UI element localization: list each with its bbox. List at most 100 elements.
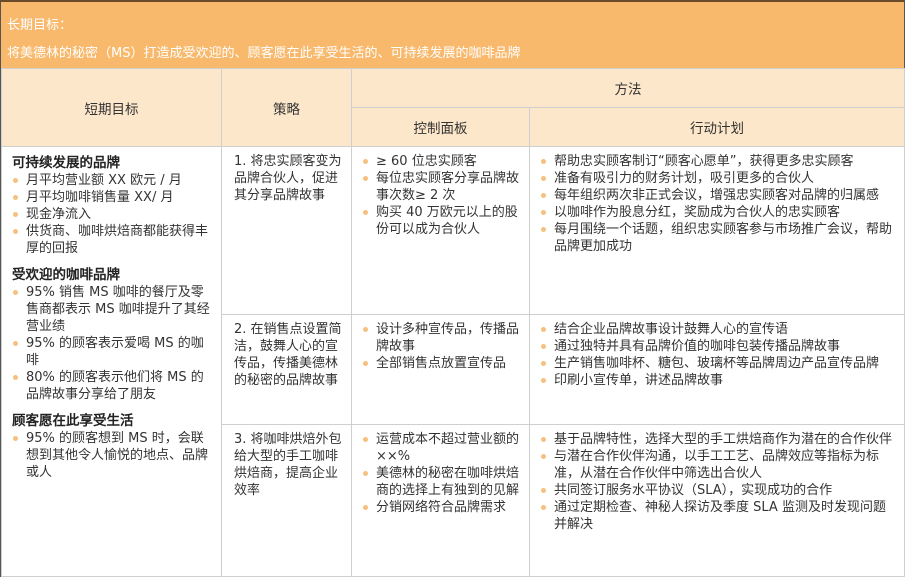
list-item-text: 购买 40 万欧元以上的股份可以成为合伙人: [376, 205, 518, 237]
list-item-text: 每位忠实顾客分享品牌故事次数≥ 2 次: [376, 171, 520, 203]
bullet-icon: [363, 210, 368, 215]
bullet-icon: [13, 212, 18, 217]
long-term-goal-label: 长期目标：: [7, 18, 73, 33]
list-item: 设计多种宣传品，传播品牌故事: [362, 321, 521, 355]
bullet-icon: [13, 436, 18, 441]
long-term-goal-banner: 长期目标： 将美德林的秘密（MS）打造成受欢迎的、顾客愿在此享受生活的、可持续发…: [1, 2, 904, 68]
list-item: 通过独特并具有品牌价值的咖啡包装传播品牌故事: [540, 338, 896, 355]
list-item: 生产销售咖啡杯、糖包、玻璃杯等品牌周边产品宣传品牌: [540, 355, 896, 372]
list-item: ≥ 60 位忠实顾客: [362, 153, 521, 170]
list-item-text: 分销网络符合品牌需求: [376, 500, 507, 515]
bullet-icon: [363, 327, 368, 332]
dashboard-cell: 运营成本不超过营业额的 ××% 美德林的秘密在咖啡烘焙商的选择上有独到的见解分销网…: [351, 424, 530, 577]
bullet-icon: [13, 375, 18, 380]
list-item: 现金净流入: [12, 206, 213, 223]
plan-table: 短期目标 策略 方法 控制面板 行动计划 可持续发展的品牌 月平均营业额 XX 欧…: [1, 68, 905, 577]
bullet-icon: [363, 361, 368, 366]
list-item-text: 基于品牌特性，选择大型的手工烘焙商作为潜在的合作伙伴: [554, 432, 893, 447]
header-short-term: 短期目标: [1, 68, 222, 147]
bullet-icon: [363, 176, 368, 181]
header-method: 方法: [351, 68, 905, 108]
list-item: 结合企业品牌故事设计鼓舞人心的宣传语: [540, 321, 896, 338]
bullet-list: 帮助忠实顾客制订“顾客心愿单”，获得更多忠实顾客 准备有吸引力的财务计划，吸引更多…: [540, 153, 896, 255]
list-item: 印刷小宣传单，讲述品牌故事: [540, 372, 896, 389]
bullet-icon: [541, 378, 546, 383]
bullet-icon: [13, 341, 18, 346]
list-item: 美德林的秘密在咖啡烘焙商的选择上有独到的见解: [362, 465, 521, 499]
list-item-text: 生产销售咖啡杯、糖包、玻璃杯等品牌周边产品宣传品牌: [554, 356, 880, 371]
list-item: 供货商、咖啡烘焙商都能获得丰厚的回报: [12, 223, 213, 257]
list-item-text: ≥ 60 位忠实顾客: [376, 154, 477, 169]
list-item-text: 设计多种宣传品，传播品牌故事: [376, 322, 520, 354]
list-item: 购买 40 万欧元以上的股份可以成为合伙人: [362, 204, 521, 238]
bullet-list: 月平均营业额 XX 欧元 / 月月平均咖啡销售量 XX/ 月现金净流入供货商、咖…: [12, 172, 213, 257]
bullet-icon: [363, 159, 368, 164]
bullet-icon: [541, 437, 546, 442]
list-item: 与潜在合作伙伴沟通，以手工工艺、品牌效应等指标为标准，从潜在合作伙伴中筛选出合伙…: [540, 448, 896, 482]
goal-group-title: 可持续发展的品牌: [12, 155, 120, 171]
list-item-text: 供货商、咖啡烘焙商都能获得丰厚的回报: [26, 224, 209, 256]
list-item-text: 帮助忠实顾客制订“顾客心愿单”，获得更多忠实顾客: [554, 154, 854, 169]
list-item-text: 全部销售点放置宣传品: [376, 356, 507, 371]
strategy-cell: 3. 将咖啡烘焙外包给大型的手工咖啡烘焙商，提高企业效率: [221, 424, 352, 577]
action-plan-cell: 结合企业品牌故事设计鼓舞人心的宣传语通过独特并具有品牌价值的咖啡包装传播品牌故事…: [529, 314, 905, 425]
list-item-text: 结合企业品牌故事设计鼓舞人心的宣传语: [554, 322, 789, 337]
bullet-icon: [541, 193, 546, 198]
list-item: 月平均营业额 XX 欧元 / 月: [12, 172, 213, 189]
bullet-icon: [541, 361, 546, 366]
list-item: 共同签订服务水平协议（SLA），实现成功的合作: [540, 482, 896, 499]
bullet-list: 基于品牌特性，选择大型的手工烘焙商作为潜在的合作伙伴与潜在合作伙伴沟通，以手工工…: [540, 431, 896, 533]
list-item-text: 通过定期检查、神秘人探访及季度 SLA 监测及时发现问题并解决: [554, 500, 886, 532]
list-item: 运营成本不超过营业额的 ××%: [362, 431, 521, 465]
bullet-icon: [541, 210, 546, 215]
list-item: 准备有吸引力的财务计划，吸引更多的合伙人: [540, 170, 896, 187]
list-item-text: 95% 销售 MS 咖啡的餐厅及零售商都表示 MS 咖啡提升了其经营业绩: [26, 285, 210, 334]
header-strategy: 策略: [221, 68, 352, 147]
bullet-icon: [541, 176, 546, 181]
bullet-icon: [541, 227, 546, 232]
list-item-text: 准备有吸引力的财务计划，吸引更多的合伙人: [554, 171, 815, 186]
bullet-icon: [541, 454, 546, 459]
bullet-list: 结合企业品牌故事设计鼓舞人心的宣传语通过独特并具有品牌价值的咖啡包装传播品牌故事…: [540, 321, 896, 389]
header-action-plan: 行动计划: [529, 107, 905, 147]
short-term-goals-cell: 可持续发展的品牌 月平均营业额 XX 欧元 / 月月平均咖啡销售量 XX/ 月现金…: [1, 146, 222, 577]
list-item: 95% 的顾客表示爱喝 MS 的咖啡: [12, 335, 213, 369]
bullet-icon: [13, 195, 18, 200]
action-plan-cell: 基于品牌特性，选择大型的手工烘焙商作为潜在的合作伙伴与潜在合作伙伴沟通，以手工工…: [529, 424, 905, 577]
list-item: 以咖啡作为股息分红，奖励成为合伙人的忠实顾客: [540, 204, 896, 221]
header-dashboard: 控制面板: [351, 107, 530, 147]
bullet-list: 运营成本不超过营业额的 ××% 美德林的秘密在咖啡烘焙商的选择上有独到的见解分销网…: [362, 431, 521, 516]
dashboard-cell: 设计多种宣传品，传播品牌故事全部销售点放置宣传品: [351, 314, 530, 425]
list-item: 帮助忠实顾客制订“顾客心愿单”，获得更多忠实顾客: [540, 153, 896, 170]
list-item-text: 80% 的顾客表示他们将 MS 的品牌故事分享给了朋友: [26, 370, 204, 402]
bullet-icon: [541, 505, 546, 510]
bullet-icon: [13, 290, 18, 295]
list-item-text: 现金净流入: [26, 207, 92, 222]
goal-group-title: 受欢迎的咖啡品牌: [12, 267, 120, 283]
bullet-list: ≥ 60 位忠实顾客每位忠实顾客分享品牌故事次数≥ 2 次购买 40 万欧元以上…: [362, 153, 521, 238]
strategy-cell: 2. 在销售点设置简洁，鼓舞人心的宣传品，传播美德林的秘密的品牌故事: [221, 314, 352, 425]
list-item: 通过定期检查、神秘人探访及季度 SLA 监测及时发现问题并解决: [540, 499, 896, 533]
bullet-icon: [13, 178, 18, 183]
list-item-text: 每月围绕一个话题，组织忠实顾客参与市场推广会议，帮助品牌更加成功: [554, 222, 893, 254]
list-item-text: 美德林的秘密在咖啡烘焙商的选择上有独到的见解: [376, 466, 520, 498]
list-item-text: 95% 的顾客想到 MS 时，会联想到其他令人愉悦的地点、品牌或人: [26, 431, 209, 480]
bullet-icon: [541, 488, 546, 493]
list-item: 95% 的顾客想到 MS 时，会联想到其他令人愉悦的地点、品牌或人: [12, 430, 213, 481]
list-item-text: 月平均咖啡销售量 XX/ 月: [26, 190, 174, 205]
list-item-text: 以咖啡作为股息分红，奖励成为合伙人的忠实顾客: [554, 205, 841, 220]
bullet-icon: [13, 229, 18, 234]
list-item-text: 与潜在合作伙伴沟通，以手工工艺、品牌效应等指标为标准，从潜在合作伙伴中筛选出合伙…: [554, 449, 880, 481]
list-item-text: 通过独特并具有品牌价值的咖啡包装传播品牌故事: [554, 339, 841, 354]
list-item: 95% 销售 MS 咖啡的餐厅及零售商都表示 MS 咖啡提升了其经营业绩: [12, 284, 213, 335]
list-item: 80% 的顾客表示他们将 MS 的品牌故事分享给了朋友: [12, 369, 213, 403]
list-item: 每位忠实顾客分享品牌故事次数≥ 2 次: [362, 170, 521, 204]
bullet-icon: [363, 437, 368, 442]
list-item-text: 印刷小宣传单，讲述品牌故事: [554, 373, 724, 388]
list-item-text: 共同签订服务水平协议（SLA），实现成功的合作: [554, 483, 833, 498]
long-term-goal-text: 将美德林的秘密（MS）打造成受欢迎的、顾客愿在此享受生活的、可持续发展的咖啡品牌: [7, 46, 521, 61]
bullet-list: 设计多种宣传品，传播品牌故事全部销售点放置宣传品: [362, 321, 521, 372]
bullet-icon: [541, 159, 546, 164]
list-item-text: 月平均营业额 XX 欧元 / 月: [26, 173, 182, 188]
